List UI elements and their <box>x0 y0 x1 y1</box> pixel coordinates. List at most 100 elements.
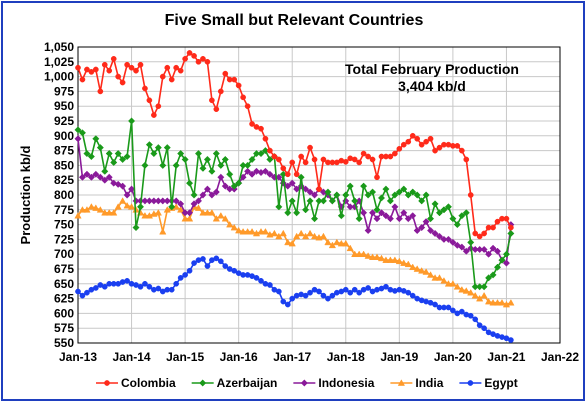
data-point-egypt <box>432 301 438 308</box>
data-point-india <box>440 277 448 284</box>
total-production-value: 3,404 kb/d <box>398 78 466 94</box>
legend-label-azerbaijan: Azerbaijan <box>217 376 278 390</box>
data-point-india <box>355 250 363 258</box>
data-point-azerbaijan <box>360 182 368 190</box>
data-point-azerbaijan <box>168 203 176 211</box>
data-point-egypt <box>289 295 296 302</box>
data-point-egypt <box>186 267 193 274</box>
data-point-colombia <box>454 143 461 149</box>
data-point-azerbaijan <box>427 215 435 223</box>
data-point-indonesia <box>431 229 439 238</box>
data-point-india <box>346 244 354 252</box>
data-point-indonesia <box>203 185 211 193</box>
data-point-azerbaijan <box>328 197 336 205</box>
data-point-azerbaijan <box>123 152 131 161</box>
legend-marker-egypt <box>467 380 474 386</box>
data-point-azerbaijan <box>444 203 452 211</box>
data-point-azerbaijan <box>395 188 403 196</box>
data-point-indonesia <box>119 182 127 190</box>
x-tick-label: Jan-14 <box>113 350 151 364</box>
data-point-colombia <box>351 156 358 163</box>
data-point-azerbaijan <box>364 191 372 199</box>
data-point-india <box>154 209 162 216</box>
data-point-azerbaijan <box>342 191 350 199</box>
data-point-india <box>400 259 408 266</box>
data-point-colombia <box>369 156 376 163</box>
data-point-india <box>105 209 113 216</box>
data-point-indonesia <box>311 191 319 199</box>
data-point-colombia <box>293 171 300 178</box>
data-point-india <box>257 227 265 235</box>
data-point-egypt <box>383 283 389 290</box>
data-point-indonesia <box>413 226 421 235</box>
legend-label-colombia: Colombia <box>121 376 176 390</box>
data-point-indonesia <box>208 191 216 199</box>
y-tick-label: 625 <box>54 292 74 306</box>
data-point-azerbaijan <box>324 188 332 196</box>
data-point-colombia <box>155 103 162 110</box>
data-point-colombia <box>173 64 180 71</box>
data-point-india <box>426 271 435 278</box>
data-point-azerbaijan <box>507 229 515 238</box>
data-point-azerbaijan <box>177 150 185 158</box>
legend-label-indonesia: Indonesia <box>318 376 374 390</box>
data-point-indonesia <box>435 232 444 240</box>
x-tick-label: Jan-19 <box>380 350 418 364</box>
data-point-azerbaijan <box>230 182 238 190</box>
data-point-egypt <box>155 285 162 292</box>
data-point-colombia <box>307 144 313 151</box>
y-tick-label: 925 <box>54 114 74 128</box>
data-point-colombia <box>467 192 474 198</box>
data-point-azerbaijan <box>404 191 412 199</box>
data-point-colombia <box>182 55 188 62</box>
data-point-egypt <box>467 312 474 319</box>
data-point-colombia <box>92 66 99 73</box>
legend-marker-indonesia <box>300 379 308 387</box>
data-point-india <box>279 229 287 237</box>
data-point-india <box>333 238 341 246</box>
data-point-india <box>404 260 412 268</box>
data-point-india <box>418 267 426 274</box>
data-point-colombia <box>235 82 242 89</box>
y-tick-label: 700 <box>54 247 74 261</box>
data-point-indonesia <box>78 173 86 181</box>
data-point-egypt <box>146 283 153 290</box>
data-point-egypt <box>79 292 86 299</box>
data-point-colombia <box>436 144 443 151</box>
data-point-india <box>368 253 377 260</box>
data-point-azerbaijan <box>248 155 256 164</box>
data-point-colombia <box>476 233 483 240</box>
data-point-colombia <box>298 153 305 160</box>
data-point-indonesia <box>395 215 403 223</box>
data-point-azerbaijan <box>119 155 127 164</box>
data-point-egypt <box>101 283 108 290</box>
data-point-colombia <box>508 224 514 231</box>
data-point-azerbaijan <box>319 197 327 205</box>
data-point-azerbaijan <box>132 224 140 232</box>
data-point-india <box>449 280 457 287</box>
y-tick-label: 750 <box>54 218 74 232</box>
y-tick-label: 850 <box>54 158 74 172</box>
data-point-colombia <box>101 61 108 68</box>
data-point-azerbaijan <box>226 170 234 178</box>
data-point-india <box>395 257 403 265</box>
data-point-india <box>498 299 506 306</box>
data-point-azerbaijan <box>244 161 252 169</box>
data-point-azerbaijan <box>101 167 109 175</box>
data-point-india <box>359 250 368 258</box>
data-point-indonesia <box>92 170 100 178</box>
data-point-indonesia <box>217 173 225 181</box>
data-point-colombia <box>97 88 104 95</box>
data-point-indonesia <box>444 235 452 243</box>
data-point-indonesia <box>382 212 390 220</box>
data-point-egypt <box>258 277 264 284</box>
data-point-azerbaijan <box>449 215 457 223</box>
y-tick-label: 575 <box>54 321 74 335</box>
data-point-indonesia <box>404 215 412 223</box>
data-point-azerbaijan <box>110 158 118 166</box>
data-point-indonesia <box>177 200 185 208</box>
data-point-india <box>386 256 395 263</box>
data-point-azerbaijan <box>92 135 100 143</box>
data-point-india <box>78 206 87 213</box>
data-point-egypt <box>253 275 260 281</box>
